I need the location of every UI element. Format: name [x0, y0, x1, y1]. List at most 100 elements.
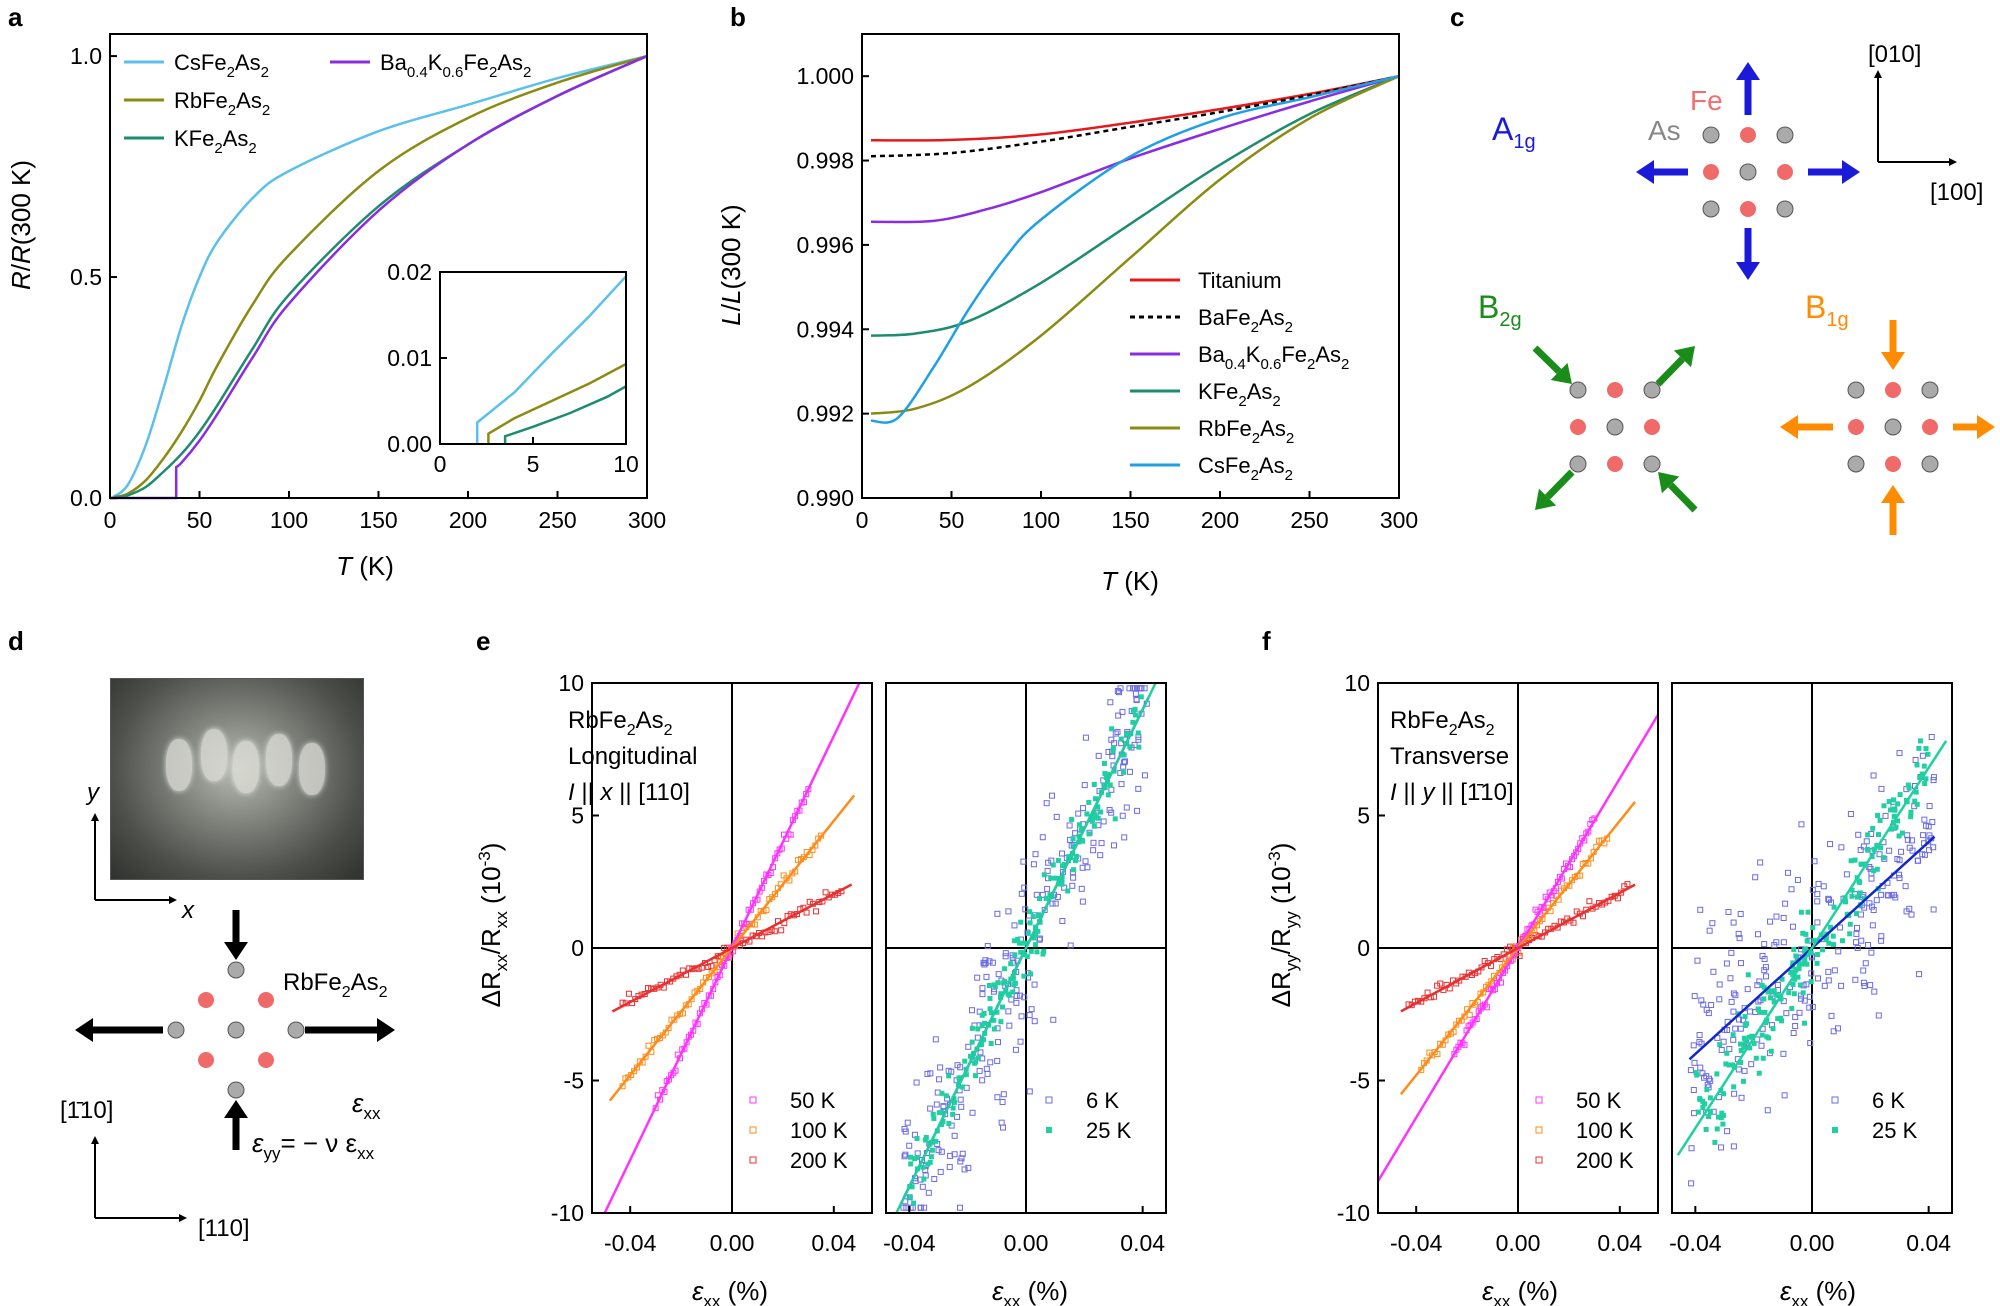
panel-f-point-25K — [1775, 1016, 1781, 1022]
fe-atom — [198, 1052, 214, 1068]
panel-e-fit-200K — [611, 883, 853, 1013]
panel-e-point-6K — [927, 1070, 934, 1077]
panel-f-point-6K — [1727, 975, 1734, 982]
as-label: As — [1648, 115, 1681, 146]
panel-e-point-6K — [1002, 950, 1009, 957]
panel-e-point-25K — [1086, 799, 1092, 805]
panel-b-ytick-label: 0.990 — [796, 485, 854, 511]
panel-e-point-25K — [1070, 836, 1076, 842]
panel-e-point-25K — [952, 1099, 958, 1105]
panel-f-point-25K — [1853, 911, 1859, 917]
panel-b-xtick-label: 300 — [1380, 507, 1418, 533]
panel-f-point-25K — [1914, 801, 1920, 807]
panel-f-point-25K — [1919, 771, 1925, 777]
panel-e-legend-label-200K: 200 K — [790, 1148, 848, 1173]
panel-e-point-6K — [1044, 867, 1051, 874]
legend-label-RbFe2As2: RbFe2As2 — [1198, 416, 1294, 447]
panel-f-point-6K — [1736, 935, 1743, 942]
panel-f-point-6K — [1862, 960, 1869, 967]
panel-e-point-6K — [901, 1153, 908, 1160]
panel-f-point-6K — [1718, 1144, 1725, 1151]
panel-f-point-25K — [1773, 991, 1779, 997]
b2g-arrow-in-tl — [1532, 345, 1562, 374]
panel-e-point-6K — [946, 1163, 953, 1170]
panel-e-point-25K — [1076, 822, 1082, 828]
inset-curve-RbFe2As2 — [487, 362, 627, 444]
panel-e-point-6K — [1118, 781, 1125, 788]
panel-e-xlabel-right: εxx (%) — [992, 1276, 1068, 1306]
panel-e-point-25K — [979, 1022, 985, 1028]
panel-e-point-6K — [1012, 1046, 1019, 1053]
panel-f-point-25K — [1749, 1033, 1755, 1039]
as-atom — [227, 961, 245, 979]
panel-f-point-6K — [1808, 970, 1815, 977]
panel-e-point-6K — [1026, 1012, 1033, 1019]
panel-e-point-6K — [976, 1067, 983, 1074]
panel-f-point-6K — [1798, 995, 1805, 1002]
strain-arrow-right-head — [377, 1018, 395, 1042]
panel-e-point-6K — [947, 1152, 954, 1159]
panel-e-point-6K — [907, 1204, 914, 1211]
panel-e-point-25K — [923, 1134, 929, 1140]
panel-f-point-6K — [1730, 1143, 1737, 1150]
panel-f-point-6K — [1754, 1036, 1761, 1043]
panel-f-point-25K — [1908, 814, 1914, 820]
panel-e-ytick-label: 5 — [571, 803, 584, 829]
panel-f-point-25K — [1791, 946, 1797, 952]
panel-e-point-6K — [1108, 736, 1115, 743]
a1g-as-atom — [1702, 126, 1720, 144]
panel-f-point-25K — [1826, 940, 1832, 946]
panel-e-point-25K — [1071, 844, 1077, 850]
panel-e-point-6K — [965, 1043, 972, 1050]
curve-KFe2As2 — [870, 75, 1400, 337]
panel-e-point-25K — [1089, 818, 1095, 824]
panel-b-xtick-label: 100 — [1022, 507, 1060, 533]
panel-f-point-25K — [1847, 931, 1853, 937]
panel-f-point-100K — [1577, 872, 1584, 879]
panel-e-point-25K — [908, 1154, 914, 1160]
legend-label-KFe2As2: KFe2As2 — [174, 126, 257, 157]
panel-e-point-25K — [1040, 951, 1046, 957]
panel-e-point-25K — [1037, 896, 1043, 902]
panel-f-point-25K — [1790, 960, 1796, 966]
panel-f-point-25K — [1889, 826, 1895, 832]
panel-f-point-25K — [1922, 781, 1928, 787]
panel-a-xtick-label: 250 — [538, 507, 576, 533]
panel-e-right-xtick-label: 0.04 — [1120, 1230, 1165, 1256]
legend-label-CsFe2As2: CsFe2As2 — [174, 50, 269, 81]
panel-f-point-6K — [1867, 982, 1874, 989]
panel-e-point-6K — [1018, 1013, 1025, 1020]
panel-f-point-25K — [1721, 1091, 1727, 1097]
panel-f-point-6K — [1815, 975, 1822, 982]
a1g-fe-atom — [1740, 127, 1756, 143]
panel-f-legend-label-200K: 200 K — [1576, 1148, 1634, 1173]
panel-f-point-6K — [1916, 971, 1923, 978]
a1g-as-atom — [1739, 163, 1757, 181]
panel-e-point-6K — [1013, 992, 1020, 999]
panel-f-point-25K — [1854, 894, 1860, 900]
panel-e-point-25K — [1018, 919, 1024, 925]
panel-e-point-200K — [644, 985, 651, 992]
panel-e-point-6K — [1121, 834, 1128, 841]
panel-f-point-25K — [1823, 934, 1829, 940]
panel-f-point-6K — [1694, 957, 1701, 964]
panel-e-legend-label-6K: 6 K — [1086, 1088, 1119, 1113]
panel-f-point-25K — [1857, 879, 1863, 885]
panel-f-point-25K — [1893, 824, 1899, 830]
panel-f-point-25K — [1795, 974, 1801, 980]
panel-e-point-25K — [1095, 804, 1101, 810]
panel-f-point-6K — [1857, 846, 1864, 853]
panel-b-xtick-label: 150 — [1111, 507, 1149, 533]
panel-f-point-6K — [1926, 847, 1933, 854]
panel-f-point-25K — [1720, 1121, 1726, 1127]
panel-e-point-25K — [1030, 914, 1036, 920]
panel-e-point-6K — [902, 1151, 909, 1158]
inset-xtick-label: 5 — [527, 451, 540, 477]
panel-f-point-100K — [1466, 1011, 1473, 1018]
panel-e-point-6K — [951, 1132, 958, 1139]
panel-e-legend-label-50K: 50 K — [790, 1088, 836, 1113]
panel-d-diagram: y x RbFe2As2 εxx εyy= − ν εxx [1̄10] [11… — [60, 779, 395, 1242]
panel-e-ytick-label: 0 — [571, 935, 584, 961]
panel-e-point-25K — [1127, 744, 1133, 750]
panel-f-point-6K — [1798, 821, 1805, 828]
